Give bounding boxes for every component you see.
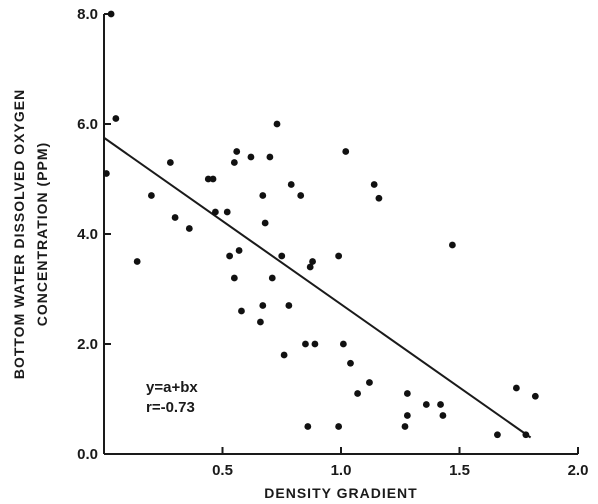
data-point: [335, 252, 343, 260]
data-point: [211, 208, 219, 216]
data-point: [335, 423, 343, 430]
data-point: [422, 401, 430, 408]
data-point: [375, 194, 383, 202]
equation-annotation: y=a+bx: [146, 379, 198, 396]
regression-line: [103, 136, 532, 439]
y-tick-label: 8.0: [77, 6, 98, 23]
x-tick-label: 1.0: [331, 462, 352, 479]
data-point: [204, 175, 212, 183]
data-point: [339, 340, 347, 348]
y-axis-title-line: BOTTOM WATER DISSOLVED OXYGEN: [11, 89, 27, 379]
data-point: [304, 423, 312, 430]
data-point: [233, 148, 241, 155]
data-point: [347, 359, 354, 367]
data-point: [257, 318, 264, 326]
data-point: [259, 302, 267, 309]
data-point: [107, 10, 115, 18]
data-point: [133, 258, 141, 265]
data-point: [226, 252, 234, 260]
data-point: [273, 120, 281, 128]
data-point: [247, 153, 255, 161]
data-point: [439, 412, 447, 419]
data-point: [494, 431, 501, 439]
y-tick-label: 4.0: [77, 226, 98, 243]
data-point: [366, 379, 373, 386]
data-point: [448, 241, 456, 249]
data-point: [285, 302, 293, 309]
x-axis-title: DENSITY GRADIENT: [264, 485, 417, 501]
data-point: [102, 170, 110, 177]
correlation-annotation: r=-0.73: [146, 399, 195, 416]
data-point: [522, 431, 530, 439]
data-point: [230, 159, 238, 166]
data-point: [354, 390, 361, 397]
y-tick-label: 2.0: [77, 336, 98, 353]
data-point: [370, 181, 378, 188]
data-point: [238, 307, 245, 315]
data-point: [403, 412, 411, 419]
data-point: [311, 340, 319, 348]
data-point: [531, 392, 539, 400]
data-point: [261, 219, 269, 227]
data-point: [171, 214, 179, 221]
data-point: [266, 153, 274, 161]
regression-line-group: [103, 136, 532, 439]
data-point: [278, 252, 286, 260]
data-point: [166, 159, 174, 166]
data-point: [185, 225, 193, 232]
data-points: [102, 10, 539, 439]
x-tick-label: 2.0: [568, 462, 589, 479]
y-tick-label: 6.0: [77, 116, 98, 133]
data-point: [259, 192, 267, 199]
data-point: [437, 401, 444, 408]
data-point: [112, 115, 120, 122]
data-point: [342, 148, 350, 155]
y-tick-label: 0.0: [77, 446, 98, 463]
data-point: [230, 274, 238, 282]
data-point: [223, 208, 231, 216]
data-point: [209, 175, 217, 183]
data-point: [302, 340, 309, 348]
data-point: [309, 258, 316, 265]
data-point: [297, 192, 305, 199]
y-axis-title-line: CONCENTRATION (PPM): [34, 142, 50, 326]
data-point: [235, 247, 243, 254]
data-point: [512, 384, 520, 392]
data-point: [148, 192, 155, 199]
axes: [103, 13, 579, 455]
data-point: [401, 423, 409, 430]
chart-text: 0.5 1.0 1.5 2.0 0.0 2.0 4.0 6.0 8.0 DENSITY GRADI…: [11, 6, 588, 501]
data-point: [287, 181, 295, 188]
data-point: [280, 351, 288, 359]
data-point: [403, 390, 411, 397]
x-tick-label: 0.5: [212, 462, 233, 479]
data-point: [306, 263, 314, 271]
x-tick-label: 1.5: [449, 462, 470, 479]
data-point: [268, 274, 276, 282]
